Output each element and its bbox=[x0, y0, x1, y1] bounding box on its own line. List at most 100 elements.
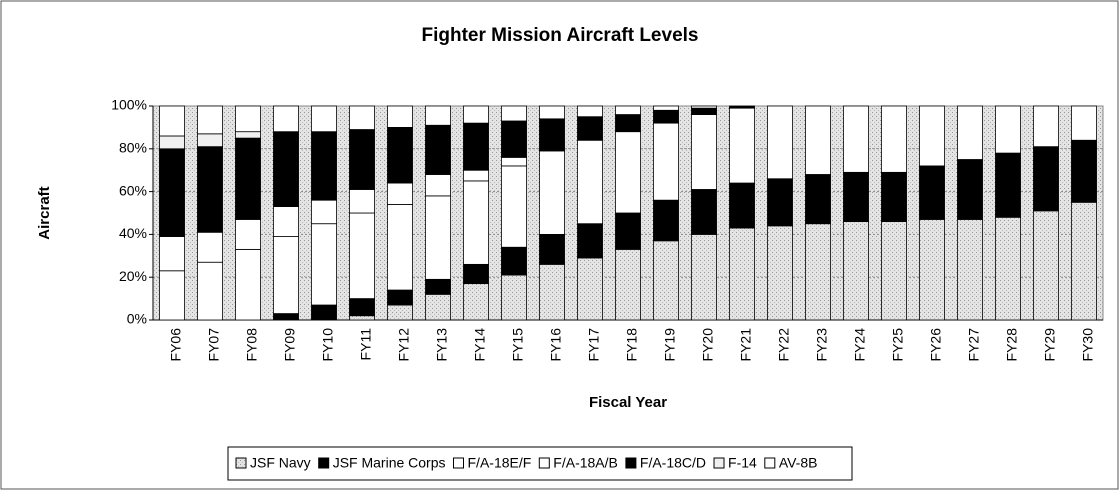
x-axis-title: Fiscal Year bbox=[589, 394, 667, 411]
legend-label: JSF Marine Corps bbox=[333, 455, 446, 471]
bar-segment bbox=[843, 221, 869, 321]
bar-segment bbox=[425, 195, 451, 280]
bar-segment bbox=[691, 114, 717, 190]
bar-segment bbox=[729, 107, 755, 184]
bar-segment bbox=[235, 248, 261, 321]
x-tick-label: FY21 bbox=[738, 328, 754, 362]
bar-segment bbox=[615, 105, 641, 115]
bar-segment bbox=[805, 105, 831, 175]
bar-segment bbox=[159, 270, 185, 321]
bar-segment bbox=[539, 105, 565, 120]
x-tick-label: FY13 bbox=[434, 328, 450, 362]
x-tick-label: FY28 bbox=[1004, 328, 1020, 362]
x-tick-label: FY20 bbox=[700, 328, 716, 362]
x-tick-label: FY16 bbox=[548, 328, 564, 362]
bar-segment bbox=[919, 219, 945, 321]
bar-segment bbox=[653, 240, 679, 321]
bar-segment bbox=[387, 304, 413, 321]
bar-segment bbox=[881, 171, 907, 222]
x-tick-label: FY24 bbox=[852, 328, 868, 362]
bar-segment bbox=[577, 105, 603, 118]
x-tick-label: FY25 bbox=[890, 328, 906, 362]
bar-segment bbox=[349, 315, 375, 321]
bar-segment bbox=[311, 105, 337, 133]
bar-segment bbox=[273, 236, 299, 314]
bar-segment bbox=[691, 233, 717, 321]
bar-segment bbox=[729, 227, 755, 321]
bar-segment bbox=[957, 219, 983, 321]
x-tick-label: FY19 bbox=[662, 328, 678, 362]
legend-label: F/A-18E/F bbox=[468, 455, 532, 471]
bar-segment bbox=[273, 131, 299, 207]
bar-segment bbox=[843, 105, 869, 173]
bar-segment bbox=[463, 283, 489, 321]
bar-segment bbox=[425, 105, 451, 126]
bar-segment bbox=[653, 105, 679, 111]
bar-segment bbox=[235, 137, 261, 220]
bar-segment bbox=[197, 105, 223, 135]
bar-segment bbox=[615, 248, 641, 321]
legend-swatch bbox=[625, 457, 637, 469]
bar-segment bbox=[159, 135, 185, 150]
bar-segment bbox=[653, 199, 679, 242]
bar-segment bbox=[767, 105, 793, 180]
x-tick-label: FY30 bbox=[1080, 328, 1096, 362]
bar-segment bbox=[273, 313, 299, 321]
bar-segment bbox=[539, 118, 565, 152]
bar-segment bbox=[691, 107, 717, 115]
y-tick-label: 60% bbox=[119, 182, 147, 198]
bar-segment bbox=[425, 174, 451, 197]
bar-segment bbox=[387, 204, 413, 291]
bar-segment bbox=[349, 212, 375, 299]
bar-segment bbox=[1033, 210, 1059, 321]
bar-segment bbox=[1033, 146, 1059, 212]
bar-segment bbox=[729, 182, 755, 229]
bar-segment bbox=[235, 105, 261, 133]
y-axis-title: Aircraft bbox=[36, 186, 53, 239]
bar-segment bbox=[615, 131, 641, 214]
bar-segment bbox=[615, 212, 641, 250]
y-tick-label: 80% bbox=[119, 140, 147, 156]
bar-segment bbox=[311, 199, 337, 225]
bar-segment bbox=[995, 152, 1021, 218]
bar-segment bbox=[387, 127, 413, 184]
bar-segment bbox=[501, 165, 527, 248]
legend-label: F/A-18C/D bbox=[640, 455, 706, 471]
bar-segment bbox=[273, 105, 299, 133]
legend-swatch bbox=[318, 457, 330, 469]
bar-segment bbox=[615, 114, 641, 133]
bar-segment bbox=[501, 105, 527, 122]
bar-segment bbox=[159, 236, 185, 272]
legend-swatch bbox=[235, 457, 247, 469]
bar-segment bbox=[957, 159, 983, 220]
y-tick-label: 40% bbox=[119, 225, 147, 241]
bar-segment bbox=[919, 105, 945, 167]
x-tick-label: FY22 bbox=[776, 328, 792, 362]
bar-segment bbox=[197, 261, 223, 321]
bar-segment bbox=[425, 293, 451, 321]
x-tick-label: FY08 bbox=[244, 328, 260, 362]
bar-segment bbox=[159, 105, 185, 137]
legend-label: F-14 bbox=[728, 455, 757, 471]
x-tick-label: FY07 bbox=[206, 328, 222, 362]
x-tick-label: FY10 bbox=[320, 328, 336, 362]
x-tick-label: FY09 bbox=[282, 328, 298, 362]
bar-segment bbox=[349, 189, 375, 214]
bar-segment bbox=[349, 298, 375, 317]
legend-label: F/A-18A/B bbox=[553, 455, 618, 471]
bar-segment bbox=[1071, 201, 1097, 321]
bar-segment bbox=[235, 219, 261, 250]
x-tick-label: FY27 bbox=[966, 328, 982, 362]
x-tick-label: FY11 bbox=[358, 328, 374, 361]
bar-segment bbox=[387, 182, 413, 205]
x-tick-label: FY17 bbox=[586, 328, 602, 362]
bar-segment bbox=[197, 133, 223, 148]
bar-segment bbox=[539, 150, 565, 235]
bar-segment bbox=[197, 231, 223, 263]
bar-segment bbox=[1033, 105, 1059, 148]
bar-segment bbox=[311, 304, 337, 321]
y-tick-label: 20% bbox=[119, 268, 147, 284]
y-tick-label: 0% bbox=[127, 311, 147, 327]
chart-title: Fighter Mission Aircraft Levels bbox=[422, 25, 699, 46]
